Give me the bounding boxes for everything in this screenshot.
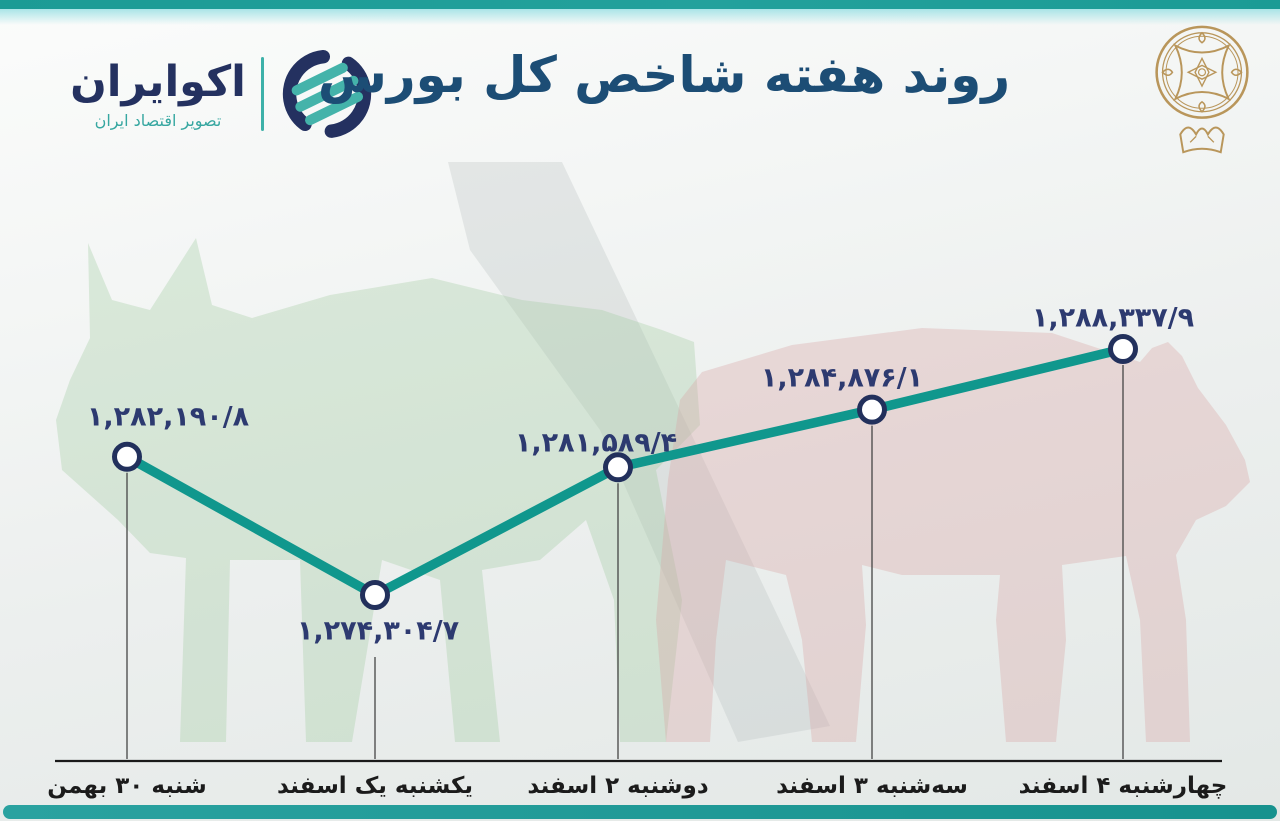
arrow-watermark [448,162,830,742]
top-accent-bar [0,0,1280,9]
value-label: ۱,۲۸۸,۳۳۷/۹ [1031,302,1195,334]
ecoiran-logo-icon [282,49,372,139]
ecoiran-logo-text: اکوایران تصویر اقتصاد ایران [70,56,246,131]
bear-watermark [656,328,1250,742]
logo-name: اکوایران [70,56,246,107]
x-axis-label: سه‌شنبه ۳ اسفند [776,773,968,799]
value-label: ۱,۲۸۴,۸۷۶/۱ [760,362,924,394]
logo-tagline: تصویر اقتصاد ایران [94,111,222,131]
data-point-marker [857,394,887,425]
value-label: ۱,۲۸۱,۵۸۹/۴ [514,427,678,459]
data-point-marker [603,452,633,483]
value-label: ۱,۲۷۴,۳۰۴/۷ [296,615,460,647]
ecoiran-logo: اکوایران تصویر اقتصاد ایران [70,46,375,142]
logo-separator [261,57,264,131]
page-title: روند هفته شاخص کل بورس [317,46,1011,104]
data-point-marker [360,580,390,610]
header: اکوایران تصویر اقتصاد ایران روند هفته شا… [0,0,1280,170]
data-point-marker [1108,333,1138,364]
bottom-accent-bar [3,805,1277,819]
stock-exchange-emblem-icon [1155,25,1249,154]
top-accent-glow [0,9,1280,25]
data-point-marker [112,441,142,472]
x-axis-label: چهارشنبه ۴ اسفند [1018,773,1228,799]
x-axis-label: یکشنبه یک اسفند [276,773,474,799]
value-label: ۱,۲۸۲,۱۹۰/۸ [86,401,250,433]
x-axis-label: شنبه ۳۰ بهمن [47,773,207,799]
x-axis-label: دوشنبه ۲ اسفند [527,773,709,799]
bull-watermark [56,238,700,742]
